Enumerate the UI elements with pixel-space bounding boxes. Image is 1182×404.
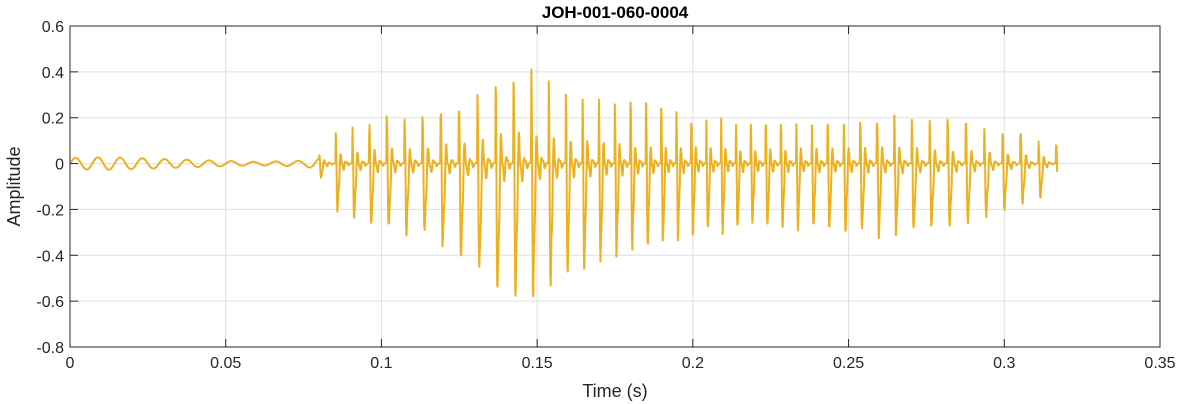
x-tick-label: 0.1 — [370, 355, 392, 372]
y-tick-label: -0.6 — [36, 294, 64, 311]
x-tick-label: 0.25 — [833, 355, 864, 372]
y-tick-label: -0.8 — [36, 340, 64, 357]
x-tick-label: 0.05 — [210, 355, 241, 372]
y-tick-label: 0.6 — [42, 19, 64, 36]
x-tick-label: 0.35 — [1144, 355, 1175, 372]
y-tick-label: 0.4 — [42, 65, 64, 82]
series-line — [69, 68, 1059, 298]
x-tick-label: 0.2 — [682, 355, 704, 372]
x-tick-label: 0.15 — [522, 355, 553, 372]
y-tick-label: 0 — [55, 157, 64, 174]
plot-frame — [69, 25, 1161, 348]
x-tick-label: 0.3 — [993, 355, 1015, 372]
chart-title: JOH-001-060-0004 — [542, 3, 689, 22]
x-tick-label: 0 — [66, 355, 75, 372]
y-tick-label: -0.2 — [36, 202, 64, 219]
ticks: 0 0.05 0.1 0.15 0.2 0.25 0.3 0.35 -0.8 -0.6 -0.4 -0… — [36, 19, 1175, 372]
x-axis-label: Time (s) — [582, 381, 647, 401]
y-tick-label: 0.2 — [42, 111, 64, 128]
y-tick-label: -0.4 — [36, 248, 64, 265]
y-axis-label: Amplitude — [4, 146, 24, 226]
